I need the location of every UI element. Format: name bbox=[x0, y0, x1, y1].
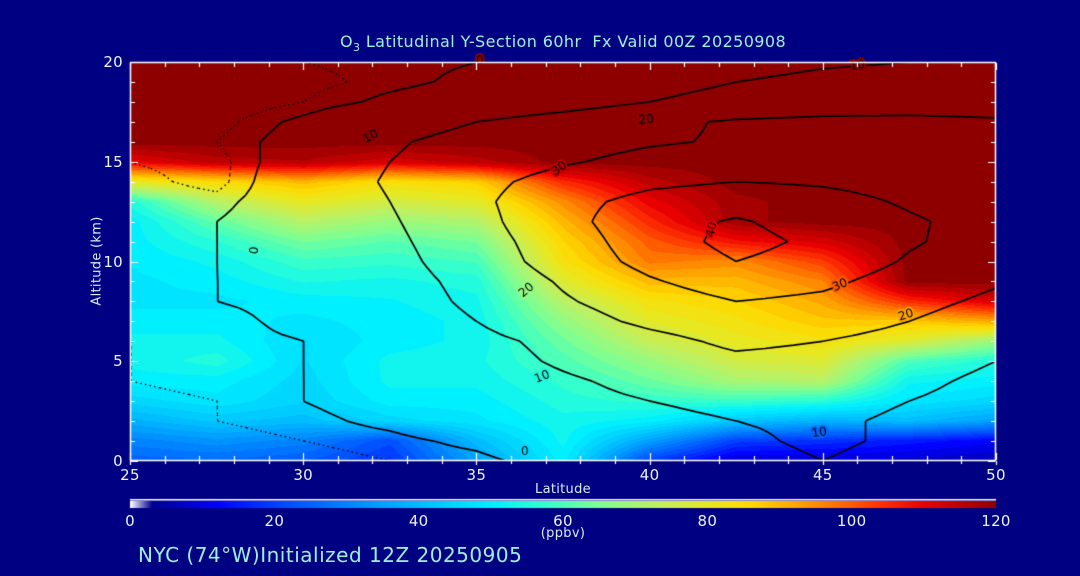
colorbar-tick-label: 120 bbox=[981, 512, 1011, 530]
x-tick-label: 30 bbox=[293, 466, 314, 484]
y-tick-label: 20 bbox=[103, 53, 123, 71]
y-axis-label: Altitude (km) bbox=[89, 216, 105, 306]
x-axis-label: Latitude bbox=[535, 482, 591, 497]
y-tick-label: 5 bbox=[113, 352, 123, 371]
footer-annotation: NYC (74°W)Initialized 12Z 20250905 bbox=[138, 543, 523, 567]
chart-title-prefix: O bbox=[339, 32, 353, 51]
colorbar-tick-label: 60 bbox=[553, 512, 573, 530]
chart-title-subscript: 3 bbox=[352, 41, 361, 55]
colorbar-tick-label: 80 bbox=[697, 512, 718, 530]
x-tick-label: 50 bbox=[986, 466, 1006, 484]
colorbar-tick-label: 0 bbox=[125, 512, 135, 530]
chart-title: O3 Latitudinal Y-Section 60hr Fx Valid 0… bbox=[130, 32, 996, 54]
y-tick-label: 10 bbox=[103, 252, 123, 271]
x-tick-label: 40 bbox=[639, 466, 660, 484]
x-tick-label: 35 bbox=[466, 466, 487, 484]
colorbar-tick-label: 40 bbox=[408, 512, 429, 530]
y-tick-label: 0 bbox=[113, 452, 123, 470]
y-tick-label: 15 bbox=[103, 152, 123, 171]
colorbar-tick-label: 100 bbox=[836, 512, 867, 530]
x-tick-label: 25 bbox=[120, 466, 140, 484]
colorbar-tick-label: 20 bbox=[264, 512, 285, 530]
chart-title-rest: Latitudinal Y-Section 60hr Fx Valid 00Z … bbox=[360, 32, 787, 51]
x-tick-label: 45 bbox=[812, 466, 833, 484]
colorbar-label: (ppbv) bbox=[540, 526, 586, 541]
